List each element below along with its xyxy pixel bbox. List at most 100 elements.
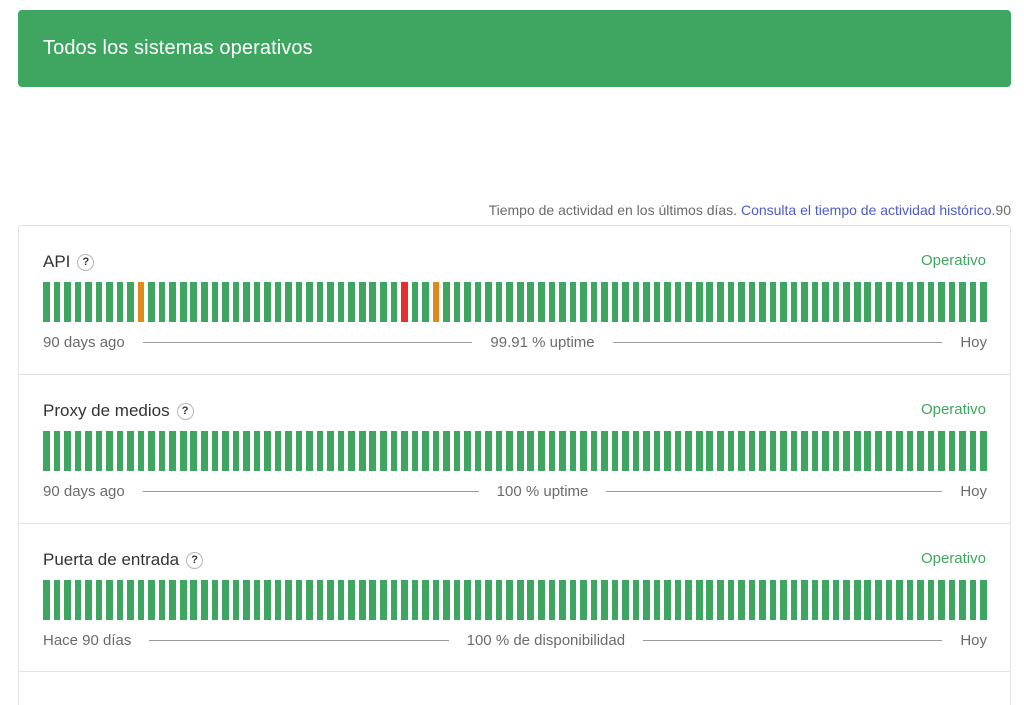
uptime-day-bar[interactable]: [674, 580, 682, 620]
uptime-day-bar[interactable]: [53, 580, 61, 620]
uptime-day-bar[interactable]: [327, 282, 334, 322]
uptime-day-bar[interactable]: [243, 580, 250, 620]
uptime-day-bar[interactable]: [243, 282, 250, 322]
uptime-day-bar[interactable]: [843, 282, 850, 322]
uptime-day-bar[interactable]: [780, 431, 787, 471]
uptime-day-bar[interactable]: [569, 431, 577, 471]
uptime-day-bar[interactable]: [253, 580, 261, 620]
uptime-day-bar[interactable]: [537, 580, 545, 620]
uptime-day-bar[interactable]: [695, 580, 703, 620]
uptime-day-bar[interactable]: [253, 431, 261, 471]
uptime-day-bar[interactable]: [264, 282, 271, 322]
uptime-day-bar[interactable]: [211, 580, 219, 620]
uptime-day-bar[interactable]: [516, 282, 524, 322]
uptime-day-bar[interactable]: [980, 580, 987, 620]
uptime-day-bar[interactable]: [590, 580, 598, 620]
uptime-day-bar[interactable]: [853, 282, 861, 322]
uptime-day-bar[interactable]: [211, 282, 219, 322]
uptime-day-bar[interactable]: [179, 431, 187, 471]
uptime-day-bar[interactable]: [506, 431, 513, 471]
uptime-day-bar[interactable]: [780, 282, 787, 322]
uptime-day-bar[interactable]: [369, 580, 377, 620]
uptime-day-bar[interactable]: [295, 282, 303, 322]
uptime-day-bar[interactable]: [790, 431, 798, 471]
uptime-day-bar[interactable]: [527, 282, 535, 322]
uptime-day-bar[interactable]: [106, 431, 113, 471]
uptime-day-bar[interactable]: [327, 431, 334, 471]
help-icon[interactable]: ?: [186, 551, 204, 569]
uptime-day-bar[interactable]: [453, 431, 461, 471]
uptime-day-bar[interactable]: [264, 431, 271, 471]
uptime-day-bar[interactable]: [906, 580, 914, 620]
uptime-day-bar[interactable]: [327, 580, 334, 620]
uptime-day-bar[interactable]: [853, 431, 861, 471]
uptime-day-bar[interactable]: [306, 431, 313, 471]
uptime-day-bar[interactable]: [748, 282, 756, 322]
uptime-day-bar[interactable]: [306, 282, 313, 322]
uptime-day-bar[interactable]: [495, 282, 503, 322]
uptime-day-bar[interactable]: [348, 580, 355, 620]
uptime-day-bar[interactable]: [316, 431, 324, 471]
uptime-day-bar[interactable]: [380, 580, 387, 620]
uptime-day-bar[interactable]: [569, 580, 577, 620]
uptime-day-bar[interactable]: [116, 580, 124, 620]
uptime-day-bar[interactable]: [969, 580, 977, 620]
uptime-day-bar[interactable]: [769, 580, 777, 620]
uptime-day-bar[interactable]: [337, 580, 345, 620]
uptime-day-bar[interactable]: [727, 580, 735, 620]
uptime-day-bar[interactable]: [64, 580, 71, 620]
uptime-day-bar[interactable]: [727, 431, 735, 471]
uptime-day-bar[interactable]: [769, 282, 777, 322]
uptime-day-bar[interactable]: [506, 282, 513, 322]
uptime-day-bar[interactable]: [43, 580, 50, 620]
uptime-day-bar[interactable]: [179, 580, 187, 620]
uptime-day-bar[interactable]: [169, 580, 176, 620]
historical-uptime-link[interactable]: Consulta el tiempo de actividad históric…: [740, 202, 996, 218]
uptime-day-bar[interactable]: [864, 431, 872, 471]
uptime-day-bar[interactable]: [495, 580, 503, 620]
uptime-day-bar[interactable]: [190, 431, 198, 471]
uptime-day-bar[interactable]: [790, 580, 798, 620]
uptime-day-bar[interactable]: [664, 431, 671, 471]
uptime-day-bar[interactable]: [959, 431, 966, 471]
uptime-day-bar[interactable]: [727, 282, 735, 322]
uptime-day-bar[interactable]: [664, 282, 671, 322]
uptime-day-bar[interactable]: [348, 431, 355, 471]
uptime-day-bar[interactable]: [801, 580, 808, 620]
uptime-day-bar[interactable]: [464, 282, 471, 322]
uptime-day-bar[interactable]: [653, 282, 661, 322]
uptime-day-bar[interactable]: [853, 580, 861, 620]
uptime-day-bar[interactable]: [443, 580, 450, 620]
uptime-day-bar[interactable]: [611, 580, 619, 620]
uptime-day-bar[interactable]: [959, 282, 966, 322]
uptime-day-bar[interactable]: [369, 282, 377, 322]
uptime-day-bar[interactable]: [53, 431, 61, 471]
uptime-day-bar[interactable]: [790, 282, 798, 322]
uptime-day-bar[interactable]: [295, 431, 303, 471]
uptime-day-bar[interactable]: [253, 282, 261, 322]
uptime-day-bar[interactable]: [980, 282, 987, 322]
uptime-day-bar[interactable]: [559, 431, 566, 471]
uptime-day-bar[interactable]: [748, 431, 756, 471]
uptime-day-bar[interactable]: [390, 580, 398, 620]
uptime-day-bar[interactable]: [738, 580, 745, 620]
uptime-day-bar[interactable]: [243, 431, 250, 471]
uptime-day-bar[interactable]: [137, 431, 145, 471]
uptime-day-bar[interactable]: [874, 580, 882, 620]
uptime-day-bar[interactable]: [95, 431, 103, 471]
uptime-day-bar[interactable]: [695, 282, 703, 322]
uptime-day-bar[interactable]: [432, 431, 440, 471]
uptime-day-bar[interactable]: [358, 580, 366, 620]
uptime-day-bar[interactable]: [917, 431, 924, 471]
uptime-day-bar[interactable]: [422, 580, 429, 620]
uptime-day-bar[interactable]: [95, 282, 103, 322]
uptime-day-bar[interactable]: [422, 282, 429, 322]
uptime-day-bar[interactable]: [464, 431, 471, 471]
uptime-day-bar[interactable]: [822, 282, 829, 322]
uptime-day-bar[interactable]: [896, 282, 903, 322]
uptime-day-bar[interactable]: [959, 580, 966, 620]
uptime-day-bar[interactable]: [632, 282, 640, 322]
uptime-day-bar[interactable]: [527, 431, 535, 471]
uptime-day-bar[interactable]: [43, 431, 50, 471]
uptime-day-bar[interactable]: [832, 580, 840, 620]
